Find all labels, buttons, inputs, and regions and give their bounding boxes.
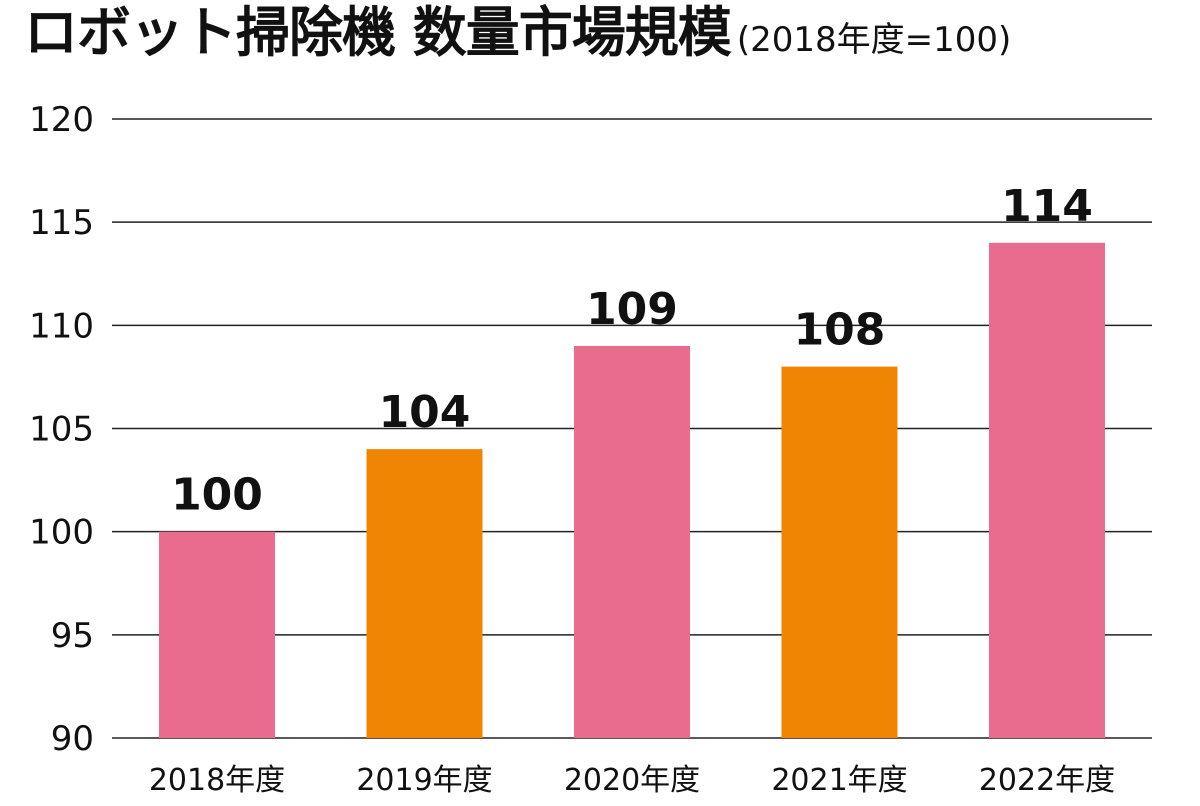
- x-axis-categories: 2018年度 2019年度 2020年度 2021年度 2022年度: [149, 763, 1115, 798]
- category-label: 2020年度: [564, 763, 700, 798]
- category-label: 2021年度: [771, 763, 907, 798]
- y-tick-label: 110: [29, 306, 94, 346]
- chart-title-block: ロボット掃除機 数量市場規模 (2018年度=100): [24, 6, 1011, 60]
- value-label: 109: [586, 284, 678, 335]
- y-tick-label: 90: [51, 719, 94, 759]
- y-axis-ticks: 90 95 100 105 110 115 120: [29, 100, 94, 759]
- bar-2019年度: [366, 449, 483, 738]
- value-label: 108: [794, 305, 886, 356]
- value-labels: 100 104 109 108 114: [171, 181, 1093, 521]
- category-label: 2022年度: [979, 763, 1115, 798]
- category-label: 2018年度: [149, 763, 285, 798]
- bar-2018年度: [159, 531, 275, 738]
- chart-subtitle: (2018年度=100): [736, 20, 1012, 60]
- bar-2020年度: [574, 345, 690, 738]
- bar-2021年度: [781, 366, 898, 738]
- value-label: 114: [1001, 181, 1093, 232]
- bars: [159, 242, 1105, 739]
- value-label: 100: [171, 470, 263, 521]
- y-tick-label: 105: [29, 410, 94, 450]
- value-label: 104: [379, 387, 471, 438]
- category-label: 2019年度: [356, 763, 492, 798]
- y-tick-label: 115: [29, 203, 94, 243]
- y-tick-label: 95: [51, 616, 94, 656]
- y-tick-label: 120: [29, 100, 94, 140]
- y-tick-label: 100: [29, 513, 94, 553]
- chart-title: ロボット掃除機 数量市場規模: [24, 1, 732, 64]
- bar-2022年度: [989, 242, 1105, 739]
